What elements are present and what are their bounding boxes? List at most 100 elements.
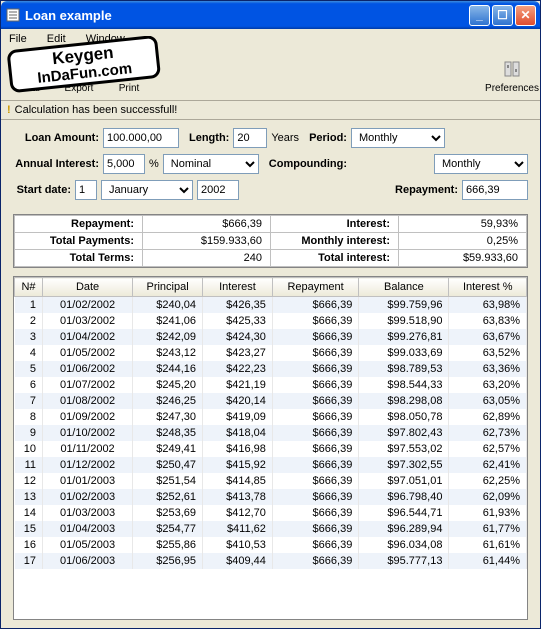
table-row[interactable]: 101/02/2002$240,04$426,35$666,39$99.759,… <box>15 297 527 314</box>
col-principal[interactable]: Principal <box>133 278 203 297</box>
cell-n: 13 <box>15 489 43 505</box>
cell-date: 01/03/2002 <box>43 313 133 329</box>
cell-balance: $95.777,13 <box>359 553 449 569</box>
window-title: Loan example <box>25 8 469 23</box>
cell-principal: $254,77 <box>133 521 203 537</box>
cell-repayment: $666,39 <box>272 537 358 553</box>
maximize-button[interactable]: ☐ <box>492 5 513 26</box>
cell-n: 11 <box>15 457 43 473</box>
cell-date: 01/11/2002 <box>43 441 133 457</box>
cell-repayment: $666,39 <box>272 441 358 457</box>
cell-principal: $255,86 <box>133 537 203 553</box>
summary-total-payments-k: Total Payments: <box>15 233 143 250</box>
table-row[interactable]: 401/05/2002$243,12$423,27$666,39$99.033,… <box>15 345 527 361</box>
table-row[interactable]: 1201/01/2003$251,54$414,85$666,39$97.051… <box>15 473 527 489</box>
summary-total-interest-v: $59.933,60 <box>399 250 527 267</box>
grid[interactable]: N# Date Principal Interest Repayment Bal… <box>13 276 528 620</box>
col-balance[interactable]: Balance <box>359 278 449 297</box>
col-repayment[interactable]: Repayment <box>272 278 358 297</box>
cell-n: 16 <box>15 537 43 553</box>
start-month-select[interactable]: January <box>101 180 193 200</box>
cell-interest: $423,27 <box>203 345 273 361</box>
table-row[interactable]: 1401/03/2003$253,69$412,70$666,39$96.544… <box>15 505 527 521</box>
cell-principal: $244,16 <box>133 361 203 377</box>
cell-ipct: 63,83% <box>449 313 527 329</box>
cell-interest: $422,23 <box>203 361 273 377</box>
cell-repayment: $666,39 <box>272 553 358 569</box>
compounding-select[interactable]: Monthly <box>434 154 528 174</box>
table-row[interactable]: 1601/05/2003$255,86$410,53$666,39$96.034… <box>15 537 527 553</box>
table-row[interactable]: 601/07/2002$245,20$421,19$666,39$98.544,… <box>15 377 527 393</box>
clear-button[interactable]: ✖ Clear <box>5 53 53 96</box>
cell-date: 01/07/2002 <box>43 377 133 393</box>
cell-principal: $240,04 <box>133 297 203 314</box>
cell-principal: $241,06 <box>133 313 203 329</box>
start-year-input[interactable] <box>197 180 239 200</box>
loan-amount-input[interactable] <box>103 128 179 148</box>
titlebar[interactable]: Loan example _ ☐ ✕ <box>1 1 540 29</box>
period-select[interactable]: Monthly <box>351 128 445 148</box>
cell-ipct: 62,57% <box>449 441 527 457</box>
table-row[interactable]: 701/08/2002$246,25$420,14$666,39$98.298,… <box>15 393 527 409</box>
table-row[interactable]: 801/09/2002$247,30$419,09$666,39$98.050,… <box>15 409 527 425</box>
table-row[interactable]: 901/10/2002$248,35$418,04$666,39$97.802,… <box>15 425 527 441</box>
cell-interest: $414,85 <box>203 473 273 489</box>
table-row[interactable]: 201/03/2002$241,06$425,33$666,39$99.518,… <box>15 313 527 329</box>
length-label: Length: <box>189 132 229 144</box>
summary-interest-v: 59,93% <box>399 216 527 233</box>
length-input[interactable] <box>233 128 267 148</box>
repayment-input[interactable] <box>462 180 528 200</box>
summary-total-terms-k: Total Terms: <box>15 250 143 267</box>
cell-n: 5 <box>15 361 43 377</box>
export-button[interactable]: Export <box>55 53 103 96</box>
preferences-label: Preferences <box>485 83 539 94</box>
cell-balance: $96.798,40 <box>359 489 449 505</box>
table-row[interactable]: 501/06/2002$244,16$422,23$666,39$98.789,… <box>15 361 527 377</box>
cell-repayment: $666,39 <box>272 377 358 393</box>
cell-date: 01/10/2002 <box>43 425 133 441</box>
summary-total-terms-v: 240 <box>143 250 271 267</box>
col-interest-pct[interactable]: Interest % <box>449 278 527 297</box>
cell-repayment: $666,39 <box>272 425 358 441</box>
preferences-button[interactable]: Preferences <box>488 53 536 96</box>
cell-ipct: 63,20% <box>449 377 527 393</box>
table-row[interactable]: 301/04/2002$242,09$424,30$666,39$99.276,… <box>15 329 527 345</box>
cell-balance: $98.050,78 <box>359 409 449 425</box>
table-row[interactable]: 1101/12/2002$250,47$415,92$666,39$97.302… <box>15 457 527 473</box>
cell-interest: $416,98 <box>203 441 273 457</box>
col-n[interactable]: N# <box>15 278 43 297</box>
cell-interest: $419,09 <box>203 409 273 425</box>
print-label: Print <box>119 83 140 94</box>
table-row[interactable]: 1001/11/2002$249,41$416,98$666,39$97.553… <box>15 441 527 457</box>
start-day-input[interactable] <box>75 180 97 200</box>
cell-balance: $98.789,53 <box>359 361 449 377</box>
summary: Repayment: $666,39 Interest: 59,93% Tota… <box>13 214 528 268</box>
table-row[interactable]: 1501/04/2003$254,77$411,62$666,39$96.289… <box>15 521 527 537</box>
cell-interest: $410,53 <box>203 537 273 553</box>
cell-repayment: $666,39 <box>272 345 358 361</box>
close-button[interactable]: ✕ <box>515 5 536 26</box>
cell-ipct: 62,73% <box>449 425 527 441</box>
menu-edit[interactable]: Edit <box>43 31 70 47</box>
col-date[interactable]: Date <box>43 278 133 297</box>
cell-ipct: 61,44% <box>449 553 527 569</box>
cell-principal: $242,09 <box>133 329 203 345</box>
annual-interest-input[interactable] <box>103 154 145 174</box>
cell-principal: $251,54 <box>133 473 203 489</box>
cell-repayment: $666,39 <box>272 457 358 473</box>
table-row[interactable]: 1701/06/2003$256,95$409,44$666,39$95.777… <box>15 553 527 569</box>
minimize-button[interactable]: _ <box>469 5 490 26</box>
cell-n: 12 <box>15 473 43 489</box>
interest-type-select[interactable]: Nominal <box>163 154 259 174</box>
cell-balance: $98.544,33 <box>359 377 449 393</box>
period-label: Period: <box>309 132 347 144</box>
length-unit: Years <box>271 132 299 144</box>
menu-file[interactable]: File <box>5 31 31 47</box>
table-row[interactable]: 1301/02/2003$252,61$413,78$666,39$96.798… <box>15 489 527 505</box>
cell-principal: $243,12 <box>133 345 203 361</box>
col-interest[interactable]: Interest <box>203 278 273 297</box>
cell-interest: $420,14 <box>203 393 273 409</box>
menu-window[interactable]: Window <box>82 31 129 47</box>
print-button[interactable]: Print <box>105 53 153 96</box>
cell-repayment: $666,39 <box>272 361 358 377</box>
